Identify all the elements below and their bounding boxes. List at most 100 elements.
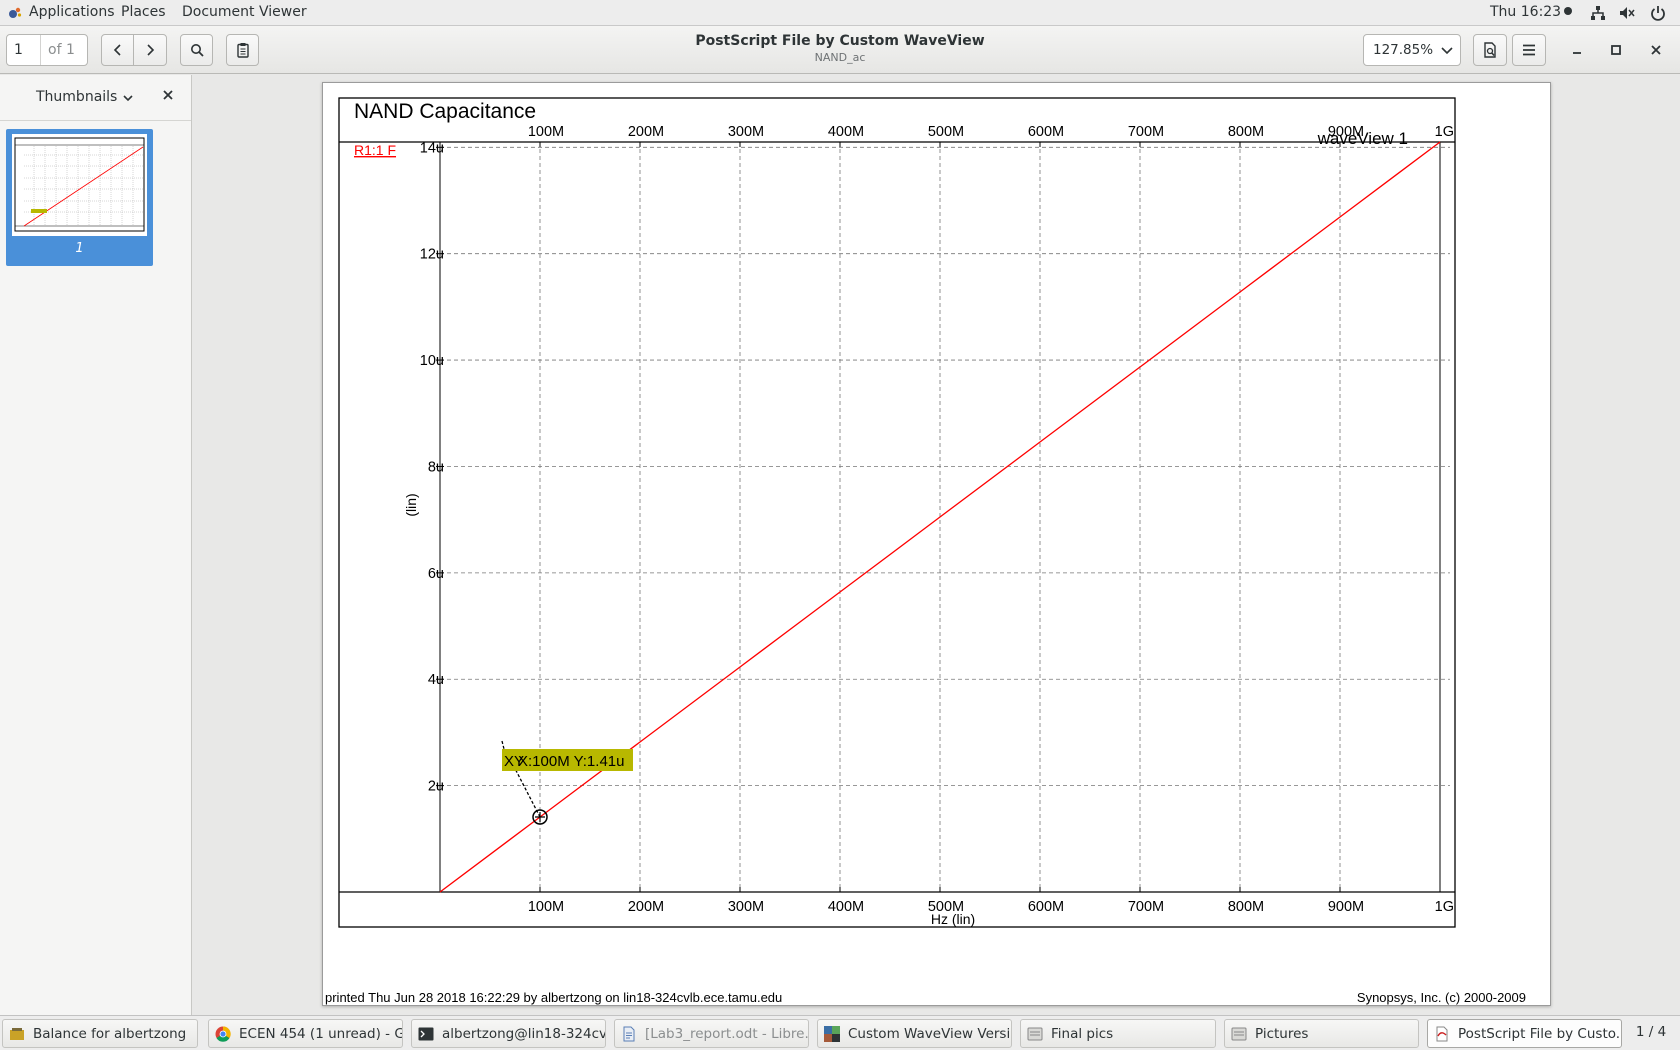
- x-tick-label: 100M: [528, 899, 564, 915]
- sidebar-header: Thumbnails: [0, 75, 191, 121]
- task-label: Balance for albertzong: [33, 1026, 187, 1042]
- x-tick-label: 1G: [1435, 124, 1454, 140]
- task-final-pics[interactable]: Final pics: [1020, 1019, 1216, 1048]
- hamburger-menu-icon: [1523, 44, 1535, 56]
- task-chrome[interactable]: ECEN 454 (1 unread) - G...: [208, 1019, 403, 1048]
- task-balance[interactable]: Balance for albertzong: [2, 1019, 198, 1048]
- x-tick-label: 900M: [1328, 899, 1364, 915]
- x-tick-label: 900M: [1328, 124, 1364, 140]
- task-libreoffice[interactable]: [Lab3_report.odt - Libre...: [614, 1019, 809, 1048]
- x-tick-label: 300M: [728, 124, 764, 140]
- chrome-icon: [215, 1026, 231, 1042]
- x-tick-label: 500M: [928, 124, 964, 140]
- y-tick-label: 4u: [428, 672, 444, 688]
- x-tick-label: 600M: [1028, 124, 1064, 140]
- plot-frame: [338, 97, 1456, 928]
- zoom-selector[interactable]: 127.85%: [1363, 34, 1461, 66]
- page-number-entry[interactable]: 1 of 1: [6, 34, 88, 66]
- chevron-down-icon: [1441, 47, 1453, 55]
- clipboard-icon: [236, 43, 249, 58]
- x-tick-label: 700M: [1128, 124, 1164, 140]
- notification-dot-icon: [1564, 7, 1573, 15]
- chevron-right-icon: [147, 44, 155, 56]
- chart-title: NAND Capacitance: [354, 100, 536, 123]
- task-label: albertzong@lin18-324cvl...: [442, 1026, 606, 1042]
- applications-menu[interactable]: Applications: [29, 4, 115, 20]
- x-tick-labels-top: 100M 200M 300M 400M 500M 600M 700M 800M 900M 1G: [528, 124, 1454, 140]
- task-document-viewer[interactable]: PostScript File by Custo...: [1427, 1019, 1622, 1048]
- task-label: PostScript File by Custo...: [1458, 1026, 1622, 1042]
- x-tick-label: 800M: [1228, 124, 1264, 140]
- x-axis-label: Hz (lin): [931, 911, 975, 927]
- page-thumbnail[interactable]: 1: [6, 129, 153, 266]
- current-page-value[interactable]: 1: [14, 42, 23, 58]
- close-window-icon[interactable]: [1646, 40, 1666, 60]
- chevron-down-icon[interactable]: [122, 92, 134, 104]
- folder-icon: [1231, 1027, 1247, 1041]
- legend-series-name[interactable]: R1:1 F: [354, 142, 396, 158]
- y-tick-labels: 2u 4u 6u 8u 10u 12u 14u: [420, 140, 444, 794]
- minimize-icon[interactable]: [1567, 40, 1587, 60]
- sidebar-mode-label[interactable]: Thumbnails: [36, 89, 118, 105]
- power-icon[interactable]: [1650, 5, 1666, 21]
- y-tick-label: 14u: [420, 140, 444, 156]
- task-pictures[interactable]: Pictures: [1224, 1019, 1419, 1048]
- y-axis-label: (lin): [403, 493, 419, 516]
- volume-muted-icon[interactable]: [1619, 5, 1635, 21]
- workspace-switcher[interactable]: 1 / 4: [1635, 1024, 1667, 1040]
- task-label: Final pics: [1051, 1026, 1114, 1042]
- x-tick-label: 300M: [728, 899, 764, 915]
- balance-icon: [10, 1028, 24, 1040]
- view-options-button[interactable]: [1473, 34, 1507, 66]
- document-viewer-menu[interactable]: Document Viewer: [182, 4, 307, 20]
- previous-page-button[interactable]: [101, 34, 134, 66]
- search-button[interactable]: [180, 34, 213, 66]
- print-footer: printed Thu Jun 28 2018 16:22:29 by albe…: [325, 990, 782, 1005]
- grid: [436, 142, 1450, 892]
- terminal-icon: [418, 1027, 434, 1041]
- places-menu[interactable]: Places: [121, 4, 166, 20]
- chevron-left-icon: [113, 44, 121, 56]
- task-label: [Lab3_report.odt - Libre...: [645, 1026, 809, 1042]
- page-count-label: of 1: [48, 42, 75, 58]
- evince-icon: [1436, 1026, 1448, 1042]
- y-tick-label: 12u: [420, 247, 444, 263]
- x-tick-label: 1G: [1435, 899, 1454, 915]
- document-view[interactable]: 100M 200M 300M 400M 500M 600M 700M 800M 900M 1G 1…: [193, 75, 1680, 1015]
- window-subtitle: NAND_ac: [814, 51, 866, 64]
- y-tick-label: 6u: [428, 566, 444, 582]
- document-icon: [623, 1026, 635, 1042]
- y-tick-label: 2u: [428, 779, 444, 795]
- waveview-icon: [824, 1026, 840, 1042]
- taskbar: Balance for albertzong ECEN 454 (1 unrea…: [0, 1015, 1680, 1050]
- maximize-icon[interactable]: [1606, 40, 1626, 60]
- x-tick-label: 600M: [1028, 899, 1064, 915]
- close-sidebar-icon[interactable]: [161, 88, 175, 102]
- clock-label: Thu 16:23: [1490, 4, 1562, 20]
- network-icon[interactable]: [1590, 5, 1606, 21]
- x-tick-label: 800M: [1228, 899, 1264, 915]
- gnome-foot-icon: [9, 7, 22, 18]
- main-menu-button[interactable]: [1512, 34, 1546, 66]
- zoom-value: 127.85%: [1373, 42, 1434, 58]
- marker-label-box: [502, 749, 633, 771]
- x-tick-labels-bottom: 100M 200M 300M 400M 500M 600M 700M 800M 900M 1G: [528, 899, 1454, 915]
- clock[interactable]: Thu 16:23: [1490, 4, 1573, 20]
- top-panel: Applications Places Document Viewer Thu …: [0, 0, 1680, 26]
- marker-crosshair-lines: [535, 812, 545, 822]
- marker-crosshair-circle: [532, 809, 548, 825]
- cursor-marker[interactable]: XYX:100M Y:1.41u: [501, 740, 633, 825]
- header-bar: 1 of 1 PostScript File by Custom WaveVie…: [0, 26, 1680, 74]
- task-label: ECEN 454 (1 unread) - G...: [239, 1026, 403, 1042]
- marker-leader-line: [507, 754, 541, 818]
- next-page-button[interactable]: [133, 34, 167, 66]
- annotations-button[interactable]: [226, 34, 259, 66]
- task-label: Pictures: [1255, 1026, 1309, 1042]
- document-page: 100M 200M 300M 400M 500M 600M 700M 800M 900M 1G 1…: [322, 82, 1551, 1006]
- task-terminal[interactable]: albertzong@lin18-324cvl...: [411, 1019, 606, 1048]
- search-icon: [190, 44, 204, 57]
- waveform-chart: 100M 200M 300M 400M 500M 600M 700M 800M 900M 1G 1…: [325, 97, 1526, 1005]
- x-tick-label: 400M: [828, 899, 864, 915]
- x-tick-label: 100M: [528, 124, 564, 140]
- task-waveview[interactable]: Custom WaveView Versio...: [817, 1019, 1012, 1048]
